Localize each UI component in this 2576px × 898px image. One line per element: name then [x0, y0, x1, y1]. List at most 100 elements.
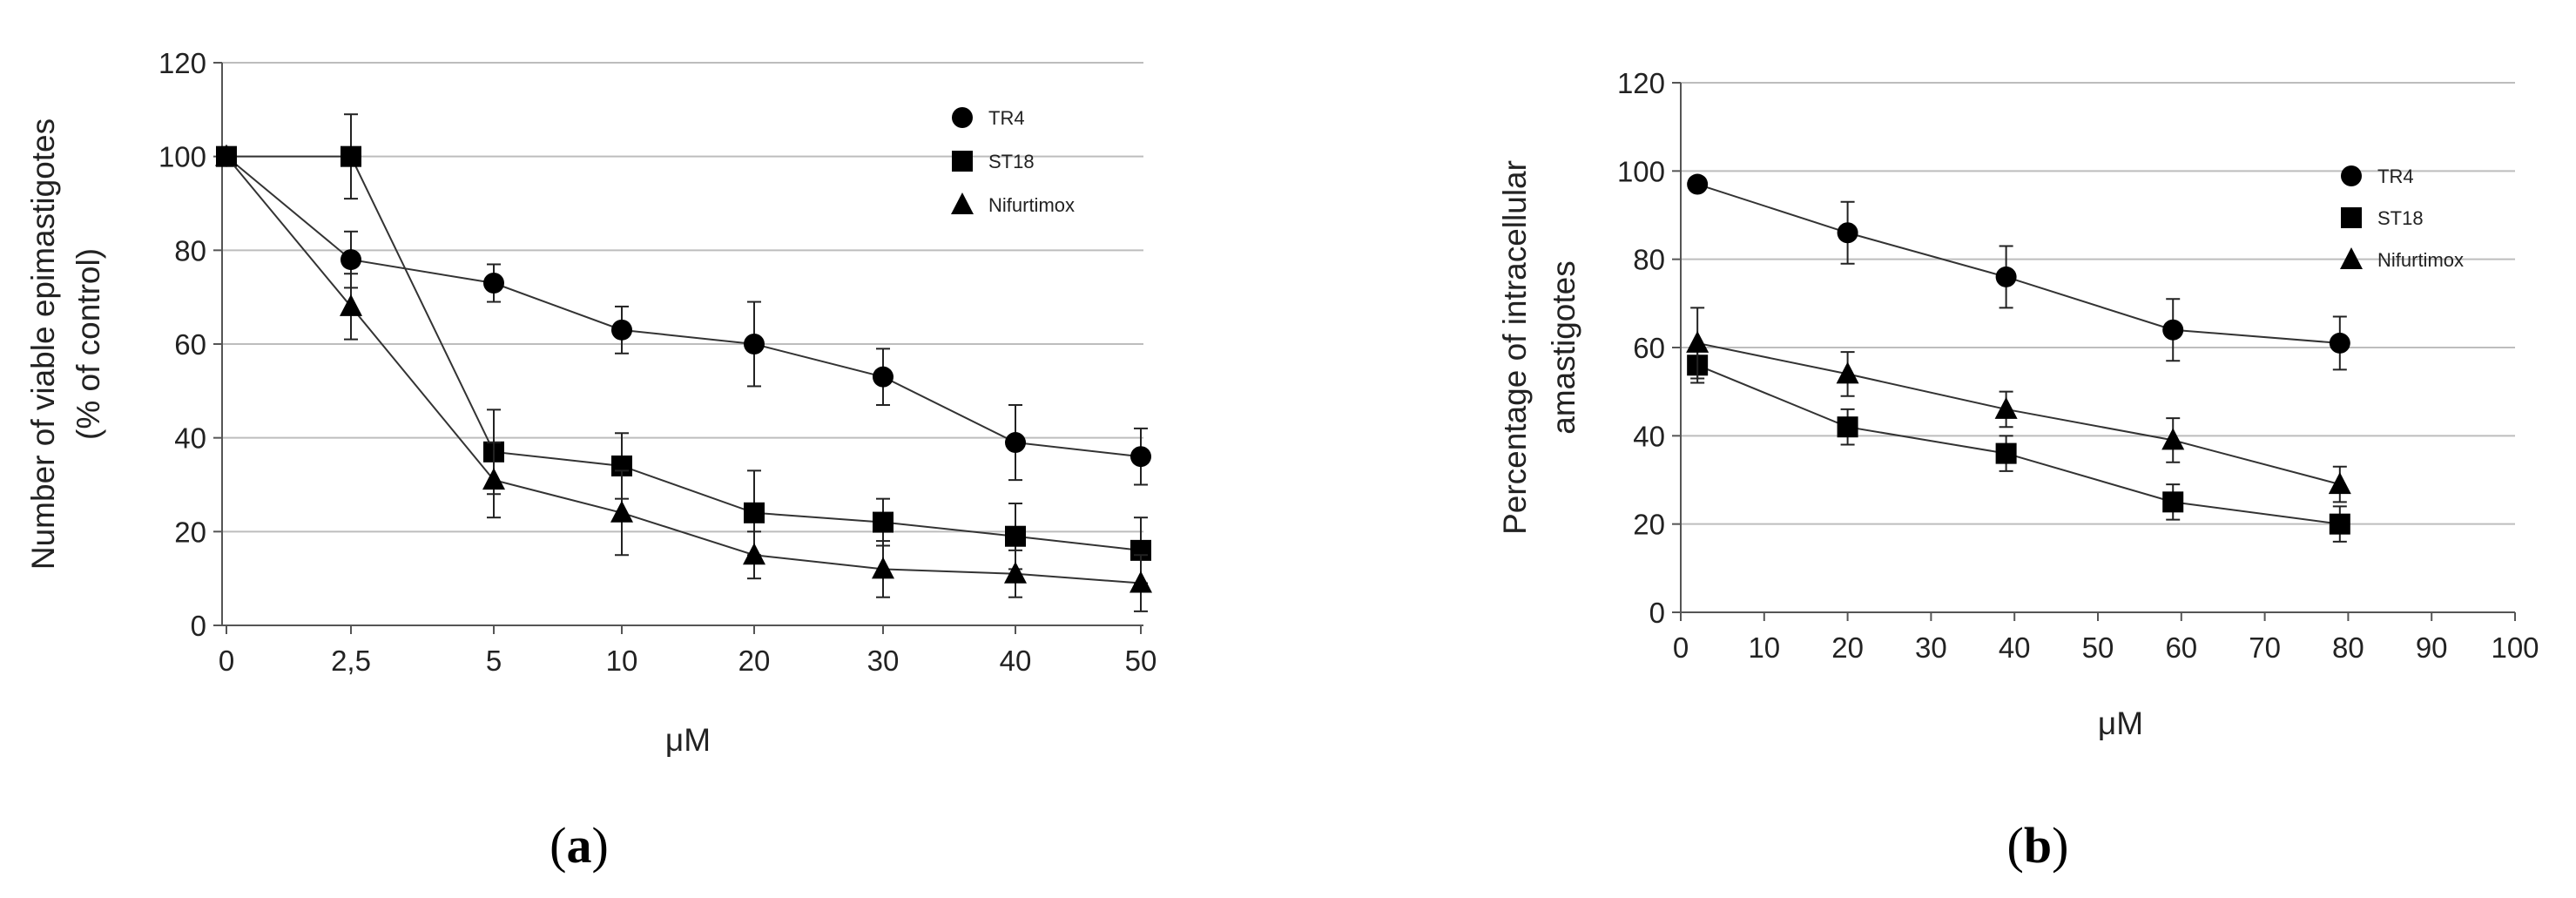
legend-label: Nifurtimox — [988, 194, 1075, 216]
data-point-square — [744, 502, 765, 523]
panel-label-b-letter: b — [2024, 817, 2052, 874]
x-tick-label: 50 — [2082, 631, 2114, 664]
legend-label: ST18 — [2377, 207, 2424, 229]
series-tr4 — [216, 145, 1151, 486]
data-point-square — [2162, 491, 2184, 513]
data-point-circle — [1130, 446, 1151, 468]
chart-a-y-axis-title-line-2: (% of control) — [71, 248, 106, 440]
y-tick-label: 80 — [1633, 244, 1665, 276]
chart-b-x-axis-title: μM — [2098, 706, 2143, 741]
data-point-triangle — [1004, 561, 1027, 584]
chart-b-series — [1686, 173, 2351, 543]
data-point-triangle — [2161, 428, 2185, 450]
data-point-square — [2329, 513, 2350, 535]
data-point-circle — [341, 249, 361, 271]
x-tick-label: 2,5 — [331, 645, 371, 677]
data-point-square — [1837, 416, 1858, 438]
y-tick-label: 0 — [1649, 597, 1665, 629]
y-tick-label: 60 — [174, 328, 206, 361]
data-point-circle — [1687, 173, 1709, 195]
x-tick-label: 70 — [2249, 631, 2281, 664]
chart-a-legend: TR4 ST18 Nifurtimox — [951, 107, 1075, 216]
data-point-circle — [2329, 332, 2350, 354]
series-line — [1696, 341, 2341, 486]
legend-entry-nifurtimox: Nifurtimox — [951, 192, 1075, 216]
data-point-triangle — [1686, 330, 1709, 353]
chart-a-x-axis-title: μM — [665, 722, 711, 758]
chart-b-y-axis-title-line-2: amastigotes — [1546, 260, 1581, 435]
series-line — [226, 155, 1142, 551]
chart-a-y-ticks: 0 20 40 60 80 100 120 — [158, 47, 222, 642]
legend-entry-nifurtimox: Nifurtimox — [2340, 247, 2464, 271]
x-tick-label: 0 — [219, 645, 234, 677]
data-point-triangle — [215, 144, 238, 166]
data-point-circle — [1005, 432, 1026, 454]
data-point-circle — [483, 273, 504, 294]
data-point-triangle — [743, 543, 765, 565]
y-tick-label: 80 — [174, 234, 206, 267]
series-line — [1696, 364, 2340, 525]
y-tick-label: 20 — [1633, 509, 1665, 541]
data-point-triangle — [340, 294, 362, 316]
x-tick-label: 40 — [1999, 631, 2031, 664]
data-point-circle — [1995, 266, 2017, 287]
data-point-circle — [2162, 319, 2184, 341]
legend-label: Nifurtimox — [2377, 249, 2464, 271]
y-tick-label: 20 — [174, 516, 206, 548]
x-tick-label: 0 — [1673, 631, 1689, 664]
chart-b-legend: TR4 ST18 Nifurtimox — [2340, 165, 2464, 271]
chart-a-x-ticks: 0 2,5 5 10 20 30 40 50 — [219, 625, 1157, 677]
y-tick-label: 120 — [1617, 67, 1665, 99]
data-point-square — [341, 145, 361, 167]
legend-entry-st18: ST18 — [2341, 207, 2424, 229]
y-tick-label: 40 — [174, 422, 206, 455]
data-point-triangle — [1130, 571, 1152, 593]
x-tick-label: 30 — [1915, 631, 1947, 664]
data-point-circle — [611, 319, 632, 341]
panel-label-a-letter: a — [567, 817, 592, 874]
x-tick-label: 100 — [2491, 631, 2539, 664]
series-tr4 — [1687, 173, 2350, 371]
y-tick-label: 100 — [158, 141, 206, 173]
series-line — [226, 155, 1142, 458]
y-tick-label: 40 — [1633, 420, 1665, 452]
x-tick-label: 60 — [2165, 631, 2197, 664]
legend-marker-circle — [952, 107, 973, 128]
data-point-circle — [1837, 222, 1858, 244]
chart-a-y-axis-title-line-1: Number of viable epimastigotes — [25, 118, 61, 570]
x-tick-label: 30 — [867, 645, 900, 677]
chart-b-y-ticks: 0 20 40 60 80 100 120 — [1617, 67, 1681, 629]
panel-label-b: (b) — [2007, 817, 2069, 874]
y-tick-label: 60 — [1633, 332, 1665, 364]
legend-marker-square — [952, 151, 973, 172]
y-tick-label: 100 — [1617, 155, 1665, 187]
series-line — [1696, 183, 2340, 344]
x-tick-label: 90 — [2416, 631, 2448, 664]
legend-marker-circle — [2341, 165, 2362, 186]
chart-panel-a: 0 20 40 60 80 100 120 0 2,5 5 10 20 30 40 50 TR4 ST18 N… — [25, 47, 1157, 758]
legend-label: ST18 — [988, 151, 1035, 172]
data-point-triangle — [2328, 472, 2351, 495]
legend-marker-square — [2341, 207, 2362, 228]
data-point-triangle — [872, 557, 894, 579]
series-nifurtimox — [215, 144, 1152, 612]
series-st18 — [216, 113, 1151, 584]
legend-entry-tr4: TR4 — [2341, 165, 2414, 187]
panel-label-a: (a) — [550, 817, 609, 874]
legend-label: TR4 — [2377, 165, 2414, 187]
data-point-circle — [744, 334, 765, 354]
chart-a-gridlines — [222, 62, 1143, 533]
chart-a-series — [215, 113, 1152, 612]
series-line — [226, 156, 1142, 584]
data-point-triangle — [1994, 396, 2018, 419]
data-point-square — [1995, 442, 2017, 464]
x-tick-label: 80 — [2332, 631, 2364, 664]
legend-entry-tr4: TR4 — [952, 107, 1025, 129]
y-tick-label: 0 — [191, 610, 206, 642]
x-tick-label: 20 — [738, 645, 771, 677]
chart-b-gridlines — [1681, 82, 2515, 525]
data-point-triangle — [610, 500, 633, 523]
legend-label: TR4 — [988, 107, 1025, 129]
chart-b-y-axis-title-line-1: Percentage of intracellular — [1497, 160, 1533, 535]
